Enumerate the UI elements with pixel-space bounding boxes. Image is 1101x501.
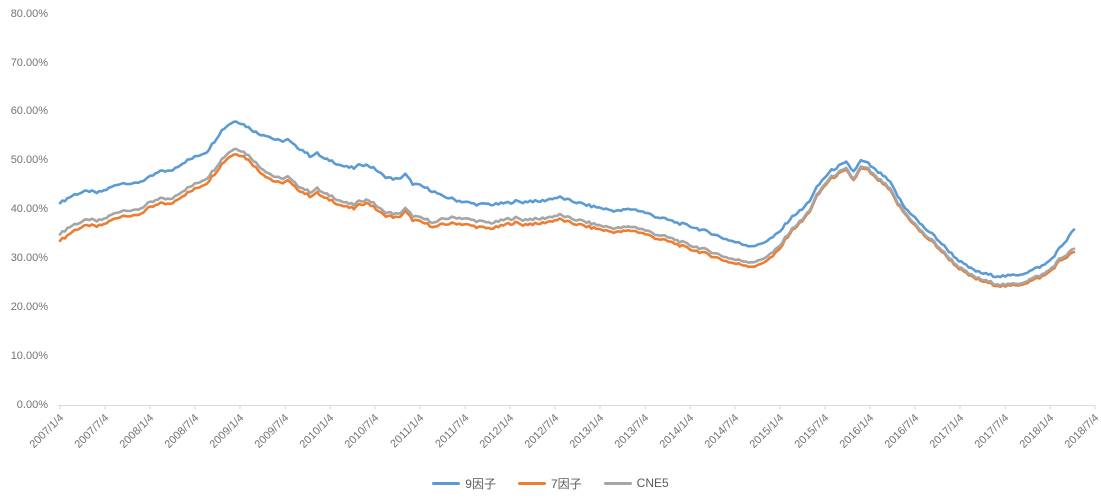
y-axis-label: 40.00% (10, 203, 48, 216)
legend-item-9因子: 9因子 (432, 475, 496, 492)
series-line-9因子 (58, 120, 1076, 279)
y-axis-label: 60.00% (10, 105, 48, 118)
legend: 9因子 7因子 CNE5 (0, 473, 1101, 493)
y-axis-label: 70.00% (10, 56, 48, 69)
legend-line-swatch (603, 481, 632, 485)
series-line-CNE5 (58, 147, 1076, 287)
legend-item-7因子: 7因子 (517, 475, 582, 492)
y-axis-label: 10.00% (10, 349, 48, 362)
legend-label: 7因子 (550, 476, 582, 491)
series-line-7因子 (58, 153, 1076, 289)
legend-line-swatch (517, 481, 546, 485)
legend-line-swatch (432, 481, 461, 485)
legend-label: CNE5 (636, 476, 669, 490)
legend-item-CNE5: CNE5 (603, 476, 669, 490)
y-axis-label: 30.00% (10, 251, 48, 264)
y-axis-label: 80.00% (10, 7, 48, 20)
legend-label: 9因子 (465, 476, 496, 491)
y-axis-label: 20.00% (10, 300, 48, 313)
y-axis-label: 50.00% (10, 154, 48, 167)
y-axis-label: 0.00% (16, 398, 48, 411)
